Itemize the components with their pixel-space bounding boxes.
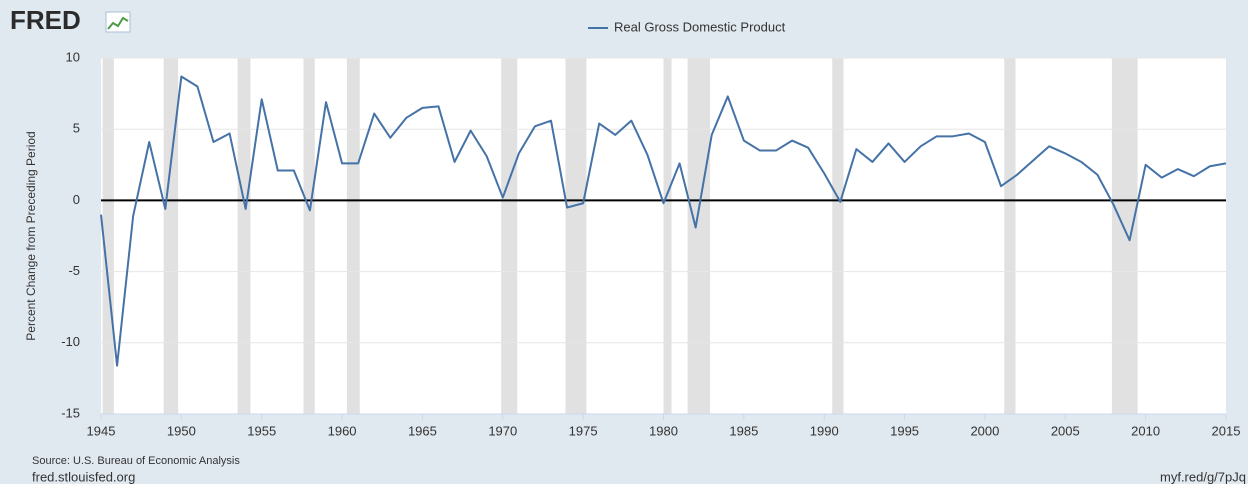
legend-label: Real Gross Domestic Product: [614, 19, 786, 34]
y-tick-label: -10: [61, 334, 80, 349]
recession-band: [1004, 58, 1016, 414]
x-tick-label: 2000: [970, 423, 999, 438]
y-axis-label: Percent Change from Preceding Period: [24, 131, 38, 340]
recession-band: [346, 58, 360, 414]
x-tick-label: 1970: [488, 423, 517, 438]
series-line: [100, 75, 1227, 367]
logo: FRED: [10, 5, 81, 35]
x-tick-label: 2010: [1131, 423, 1160, 438]
source: Source: U.S. Bureau of Economic Analysis: [32, 455, 240, 467]
x-tick-label: 2015: [1212, 423, 1241, 438]
x-tick-label: 1975: [569, 423, 598, 438]
recession-band: [687, 58, 711, 414]
x-tick-label: 1945: [87, 423, 116, 438]
recession-band: [303, 58, 315, 414]
x-tick-label: 1960: [328, 423, 357, 438]
recession-band: [163, 58, 179, 414]
recession-band: [102, 58, 114, 414]
x-tick-label: 1990: [810, 423, 839, 438]
y-tick-label: -5: [68, 263, 80, 278]
y-tick-label: -15: [61, 405, 80, 420]
x-tick-label: 1980: [649, 423, 678, 438]
x-tick-label: 1950: [167, 423, 196, 438]
x-tick-label: 1965: [408, 423, 437, 438]
site: fred.stlouisfed.org: [32, 469, 135, 484]
x-tick-label: 1985: [729, 423, 758, 438]
recession-band: [832, 58, 844, 414]
recession-band: [663, 58, 672, 414]
x-tick-label: 1995: [890, 423, 919, 438]
x-tick-label: 2005: [1051, 423, 1080, 438]
y-tick-label: 5: [73, 121, 80, 136]
y-tick-label: 0: [73, 192, 80, 207]
recession-band: [237, 58, 251, 414]
logo-icon: [105, 11, 131, 33]
recession-band: [565, 58, 587, 414]
y-tick-label: 10: [66, 49, 80, 64]
x-tick-label: 1955: [247, 423, 276, 438]
short-link: myf.red/g/7pJq: [1160, 469, 1246, 484]
recession-band: [501, 58, 518, 414]
recession-band: [1111, 58, 1138, 414]
